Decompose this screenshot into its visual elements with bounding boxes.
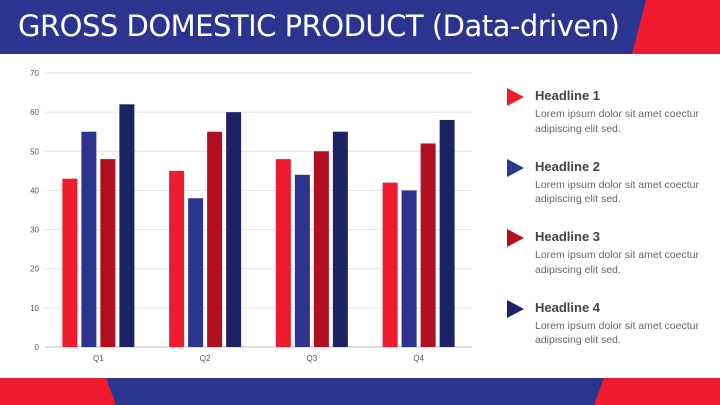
bar-chart: 0 10 20 30 40 50 60 70 Q1 Q2 Q3 Q4 — [0, 54, 480, 378]
headline-text: Lorem ipsum dolor sit amet coectur adipi… — [535, 319, 699, 347]
headline-list: Headline 1 Lorem ipsum dolor sit amet co… — [505, 86, 715, 368]
x-tick-label: Q1 — [93, 354, 104, 363]
headline-item-1: Headline 1 Lorem ipsum dolor sit amet co… — [505, 86, 715, 157]
footer-red-right — [594, 378, 720, 405]
bar-q3-series-2 — [294, 174, 310, 347]
bar-q4-series-1 — [382, 182, 398, 347]
chart-labels: 0 10 20 30 40 50 60 70 Q1 Q2 Q3 Q4 — [30, 69, 424, 363]
bar-q3-series-4 — [332, 131, 348, 347]
bar-q2-series-3 — [207, 131, 223, 347]
headline-title: Headline 2 — [535, 158, 601, 174]
headline-title: Headline 1 — [535, 88, 601, 103]
triangle-marker-icon — [507, 88, 524, 106]
y-tick-label: 20 — [30, 265, 39, 274]
page-title: GROSS DOMESTIC PRODUCT (Data-driven) — [18, 9, 620, 43]
chart-svg: 0 10 20 30 40 50 60 70 Q1 Q2 Q3 Q4 — [30, 69, 472, 363]
y-tick-label: 0 — [35, 343, 40, 352]
footer-band — [0, 378, 720, 405]
x-tick-label: Q4 — [413, 354, 424, 363]
headline-text: Lorem ipsum dolor sit amet coectur adipi… — [535, 178, 699, 206]
headline-item-2: Headline 2 Lorem ipsum dolor sit amet co… — [505, 157, 715, 228]
chart-bars — [62, 104, 455, 347]
bar-q1-series-4 — [119, 104, 135, 347]
bar-q4-series-2 — [401, 190, 417, 347]
chart-grid — [45, 72, 472, 348]
y-tick-label: 30 — [30, 226, 39, 235]
bar-q4-series-3 — [420, 143, 436, 347]
headline-text: Lorem ipsum dolor sit amet coectur adipi… — [535, 108, 699, 135]
bar-q1-series-2 — [81, 131, 97, 347]
headline-title: Headline 3 — [535, 229, 601, 244]
triangle-marker-icon — [507, 229, 524, 247]
bar-q1-series-1 — [62, 178, 78, 347]
header-blue-band — [0, 0, 720, 54]
headline-title: Headline 4 — [535, 299, 601, 315]
bar-q2-series-4 — [226, 112, 242, 347]
triangle-marker-icon — [507, 158, 524, 177]
x-tick-label: Q3 — [307, 354, 318, 363]
x-tick-label: Q2 — [200, 354, 211, 363]
headline-item-4: Headline 4 Lorem ipsum dolor sit amet co… — [505, 298, 715, 369]
y-tick-label: 10 — [30, 304, 39, 313]
header-band — [0, 0, 720, 54]
bar-q3-series-3 — [313, 151, 329, 347]
header-banner: GROSS DOMESTIC PRODUCT (Data-driven) — [0, 0, 720, 54]
bar-q2-series-2 — [188, 198, 204, 347]
headline-text: Lorem ipsum dolor sit amet coectur adipi… — [535, 249, 699, 276]
headline-item-3: Headline 3 Lorem ipsum dolor sit amet co… — [505, 227, 715, 298]
footer-red-left — [0, 378, 116, 405]
footer-blue-band — [0, 378, 720, 405]
bar-q3-series-1 — [275, 159, 291, 347]
y-tick-label: 60 — [30, 108, 39, 117]
y-tick-label: 40 — [30, 186, 39, 195]
bar-q1-series-3 — [100, 159, 116, 347]
y-tick-label: 70 — [30, 69, 39, 78]
bar-q4-series-4 — [439, 119, 455, 347]
triangle-marker-icon — [507, 299, 524, 318]
header-red-accent — [632, 0, 720, 54]
bar-q2-series-1 — [169, 170, 185, 347]
y-tick-label: 50 — [30, 147, 39, 156]
